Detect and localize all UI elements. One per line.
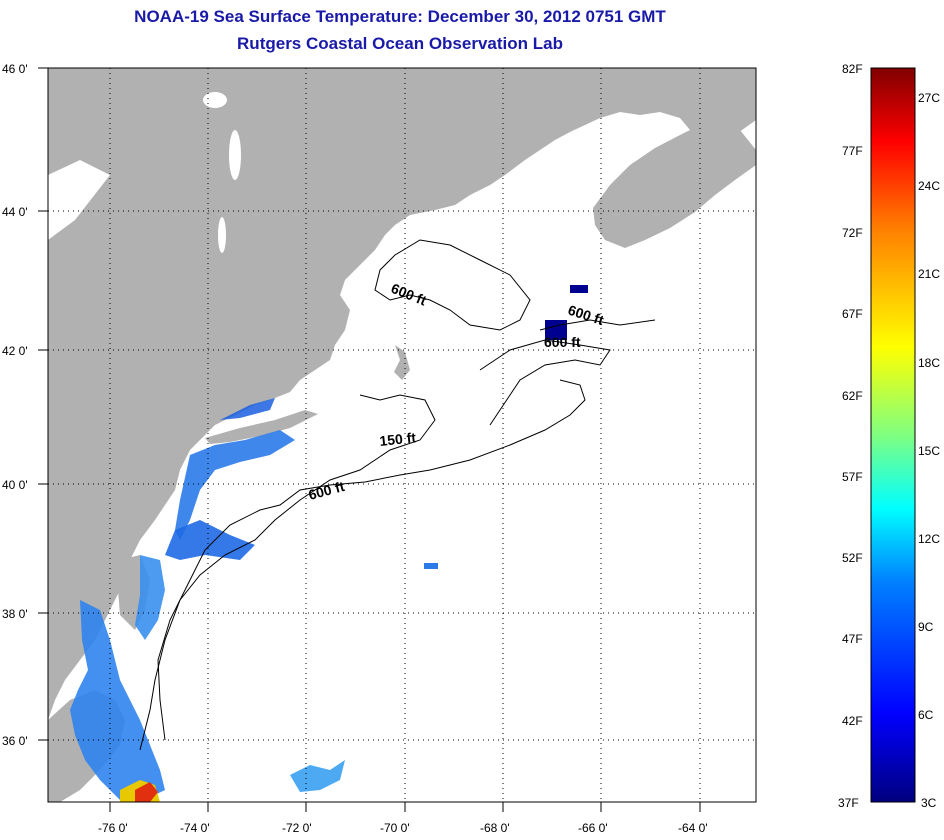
lon-label: -72 0' bbox=[282, 821, 312, 835]
lat-label: 42 0' bbox=[2, 344, 28, 358]
contour-150ft bbox=[139, 394, 436, 751]
lat-label: 36 0' bbox=[2, 734, 28, 748]
colorbar-f-label: 77F bbox=[842, 144, 863, 158]
colorbar-c-label: 12C bbox=[918, 532, 940, 546]
contour-600ft-shelf-break bbox=[157, 379, 586, 741]
colorbar-c-label: 21C bbox=[918, 267, 940, 281]
lake-ontario bbox=[48, 160, 110, 240]
colorbar-f-label: 42F bbox=[842, 714, 863, 728]
lon-label: -66 0' bbox=[578, 821, 608, 835]
contour-label: 600 ft bbox=[544, 334, 581, 350]
sst-patch-hatteras-hot bbox=[135, 782, 158, 802]
colorbar bbox=[870, 67, 916, 803]
colorbar-f-label: 52F bbox=[842, 551, 863, 565]
colorbar-c-label: 24C bbox=[918, 179, 940, 193]
lat-label: 46 0' bbox=[2, 62, 28, 76]
nova-scotia bbox=[593, 120, 756, 248]
colorbar-c-label: 27C bbox=[918, 91, 940, 105]
sst-patch-georges-north bbox=[570, 285, 588, 293]
lat-label: 40 0' bbox=[2, 478, 28, 492]
colorbar-f-label: 57F bbox=[842, 470, 863, 484]
colorbar-c-label: 3C bbox=[921, 796, 937, 810]
sst-patch-delmarva bbox=[135, 555, 165, 640]
sst-patch-longisland-sound bbox=[220, 398, 275, 420]
colorbar-c-label: 9C bbox=[918, 620, 934, 634]
graticule bbox=[48, 68, 756, 802]
chart-subtitle: Rutgers Coastal Ocean Observation Lab bbox=[237, 34, 563, 53]
contour-georges-bank bbox=[479, 339, 611, 426]
lon-label: -74 0' bbox=[180, 821, 210, 835]
cape-cod bbox=[394, 345, 410, 380]
chart-title: NOAA-19 Sea Surface Temperature: Decembe… bbox=[134, 7, 666, 26]
lake bbox=[203, 92, 227, 108]
long-island bbox=[205, 410, 318, 444]
sst-patch-offshore bbox=[424, 563, 438, 569]
colorbar-f-label: 67F bbox=[842, 307, 863, 321]
map-frame bbox=[47, 67, 757, 803]
lon-label: -76 0' bbox=[98, 821, 128, 835]
colorbar-f-label: 72F bbox=[842, 226, 863, 240]
lon-label: -64 0' bbox=[678, 821, 708, 835]
colorbar-f-label: 47F bbox=[842, 632, 863, 646]
colorbar-c-label: 15C bbox=[918, 444, 940, 458]
axis-ticks bbox=[38, 67, 701, 812]
colorbar-f-label: 82F bbox=[842, 62, 863, 76]
sst-patch-gulf-stream bbox=[290, 760, 345, 792]
lon-label: -70 0' bbox=[380, 821, 410, 835]
sst-patch-chesapeake bbox=[70, 600, 165, 802]
lat-label: 44 0' bbox=[2, 205, 28, 219]
lon-label: -68 0' bbox=[480, 821, 510, 835]
colorbar-c-label: 18C bbox=[918, 356, 940, 370]
contour-600ft-northeast-channel bbox=[539, 319, 656, 331]
lake bbox=[229, 130, 241, 180]
colorbar-c-label: 6C bbox=[918, 708, 934, 722]
sst-patch-nj-shelf bbox=[165, 520, 255, 560]
colorbar-f-label: 62F bbox=[842, 389, 863, 403]
contour-label: 150 ft bbox=[379, 429, 417, 449]
contour-600ft-gulf-maine bbox=[374, 239, 531, 331]
colorbar-f-label: 37F bbox=[838, 796, 859, 810]
lake bbox=[218, 217, 226, 253]
sst-patch-ny-bight bbox=[175, 430, 295, 540]
lat-label: 38 0' bbox=[2, 607, 28, 621]
